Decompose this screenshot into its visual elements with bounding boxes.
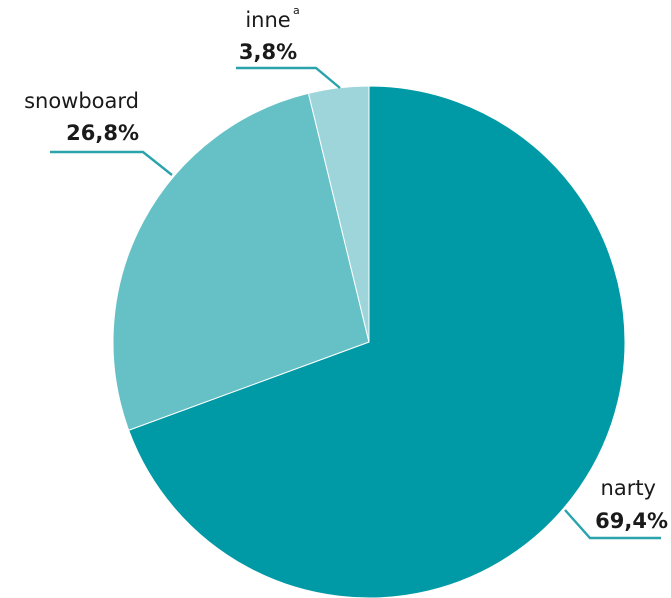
leader-line-snowboard	[50, 150, 173, 176]
leader-line-inne	[236, 66, 341, 89]
slice-value-inne: 3,8%	[239, 40, 297, 64]
leader-lines	[50, 66, 661, 540]
slice-label-narty: narty	[601, 476, 656, 500]
slice-label-snowboard: snowboard	[24, 89, 139, 113]
slice-value-narty: 69,4%	[595, 509, 668, 533]
slice-labels: snowboard 26,8% inne a 3,8% narty 69,4%	[24, 4, 668, 533]
pie-slices	[112, 85, 626, 598]
pie-slice-narty	[128, 85, 626, 598]
pie-slice-snowboard	[112, 92, 370, 431]
leader-line-narty	[564, 509, 661, 540]
slice-footnote-marker-inne: a	[293, 4, 300, 17]
slice-value-snowboard: 26,8%	[66, 121, 139, 145]
slice-label-inne: inne	[245, 8, 290, 32]
